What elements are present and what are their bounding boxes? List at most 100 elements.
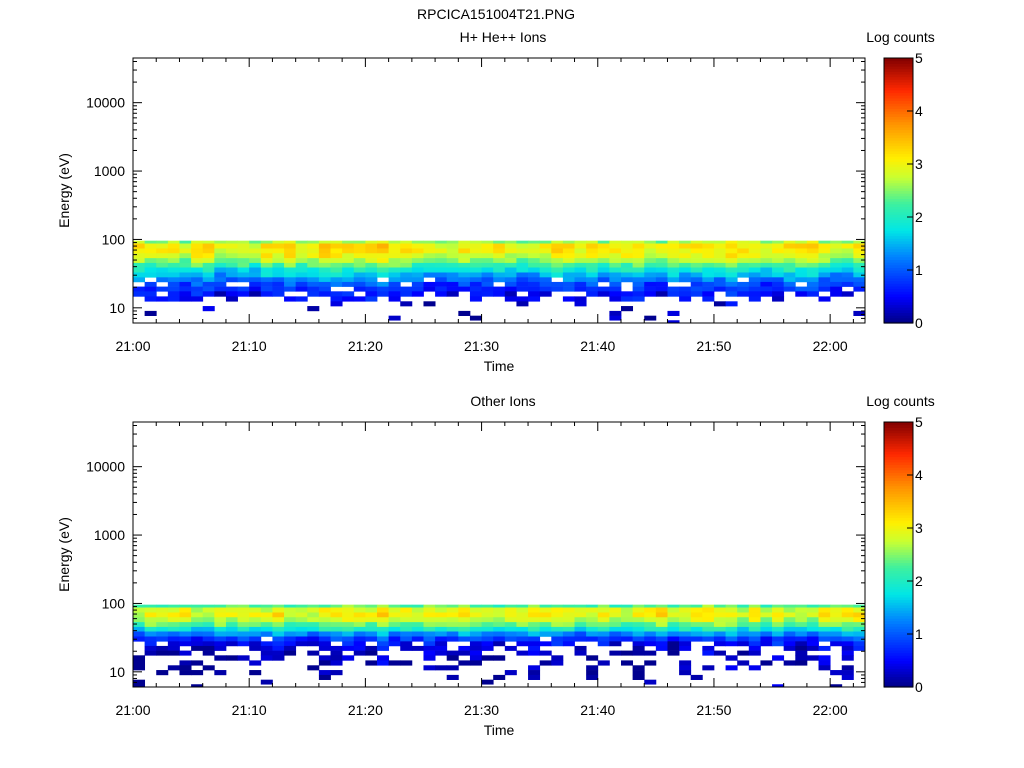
heatmap-cell [435,645,448,651]
heatmap-cell [318,604,331,608]
heatmap-cell [435,267,448,273]
heatmap-cell [400,617,413,623]
heatmap-cell [493,267,506,273]
heatmap-cell [783,286,796,292]
heatmap-cell [307,286,320,292]
heatmap-cell [388,262,401,268]
heatmap-cell [853,631,866,637]
heatmap-cell [330,670,343,676]
heatmap-cell [597,272,610,278]
heatmap-cell [772,272,785,278]
heatmap-cell [330,626,343,632]
heatmap-cell [539,248,552,254]
heatmap-cell [307,631,320,637]
heatmap-cell [388,636,401,642]
colorbar-swatch [884,299,913,303]
heatmap-cell [760,607,773,613]
heatmap-cell [202,277,215,283]
heatmap-cell [458,277,471,283]
heatmap-cell [818,286,831,292]
colorbar-swatch [884,443,913,447]
colorbar-swatch [884,522,913,526]
heatmap-cell [644,240,657,244]
heatmap-cell [551,267,564,273]
heatmap-cell [133,604,146,608]
heatmap-cell [679,262,692,268]
heatmap-cell [411,243,424,249]
heatmap-cell [377,262,390,268]
colorbar-swatch [884,641,913,646]
heatmap-cell [318,253,331,259]
heatmap-cell [167,607,180,613]
plot-frame [132,421,866,688]
heatmap-cell [377,641,390,647]
colorbar-swatch [884,639,913,643]
colorbar-swatch [884,280,913,284]
heatmap-cell [284,626,297,632]
heatmap-cell [783,272,796,278]
heatmap-cell [133,622,146,628]
heatmap-cell [748,281,761,287]
heatmap-cell [377,617,390,623]
heatmap-cell [353,281,366,287]
heatmap-cell [481,631,494,637]
heatmap-cell [830,253,843,259]
heatmap-cell [818,248,831,254]
heatmap-cell [400,631,413,637]
heatmap-cell [621,248,634,254]
heatmap-cell [667,258,680,264]
heatmap-cell [295,277,308,283]
heatmap-cell [179,296,192,302]
heatmap-cell [562,253,575,259]
heatmap-cell [586,670,599,676]
heatmap-cell [748,243,761,249]
heatmap-cell [237,248,250,254]
heatmap-cell [260,650,273,656]
heatmap-cell [307,622,320,628]
heatmap-cell [621,631,634,637]
heatmap-cell [539,262,552,268]
heatmap-cell [179,291,192,297]
heatmap-cell [748,612,761,618]
heatmap-cell [435,262,448,268]
heatmap-cell [377,272,390,278]
heatmap-cell [469,604,482,608]
heatmap-cell [225,286,238,292]
heatmap-cell [133,248,146,254]
heatmap-cell [272,655,285,661]
heatmap-cell [295,622,308,628]
colorbar-swatch [884,676,913,680]
heatmap-cell [318,645,331,651]
heatmap-cell [481,243,494,249]
heatmap-cell [655,604,668,608]
heatmap-cell [702,267,715,273]
heatmap-cell [214,243,227,249]
heatmap-cell [469,607,482,613]
heatmap-cell [551,631,564,637]
colorbar-swatch [884,663,913,667]
colorbar-swatch [884,219,913,223]
heatmap-cell [818,617,831,623]
heatmap-cell [469,248,482,254]
heatmap-cell [551,622,564,628]
heatmap-cell [435,248,448,254]
colorbar-swatch [884,232,913,237]
heatmap-cell [237,253,250,259]
heatmap-cell [191,267,204,273]
heatmap-cell [469,622,482,628]
heatmap-cell [458,622,471,628]
heatmap-cell [156,253,169,259]
heatmap-cell [539,641,552,647]
heatmap-cell [783,641,796,647]
heatmap-cell [574,243,587,249]
heatmap-cell [597,631,610,637]
y-tick-label: 10 [109,300,125,316]
colorbar-swatch [884,594,913,598]
heatmap-cell [597,641,610,647]
heatmap-cell [330,645,343,651]
heatmap-cell [830,281,843,287]
colorbar-swatch [884,551,913,556]
heatmap-cell [214,636,227,642]
heatmap-cell [725,301,738,307]
